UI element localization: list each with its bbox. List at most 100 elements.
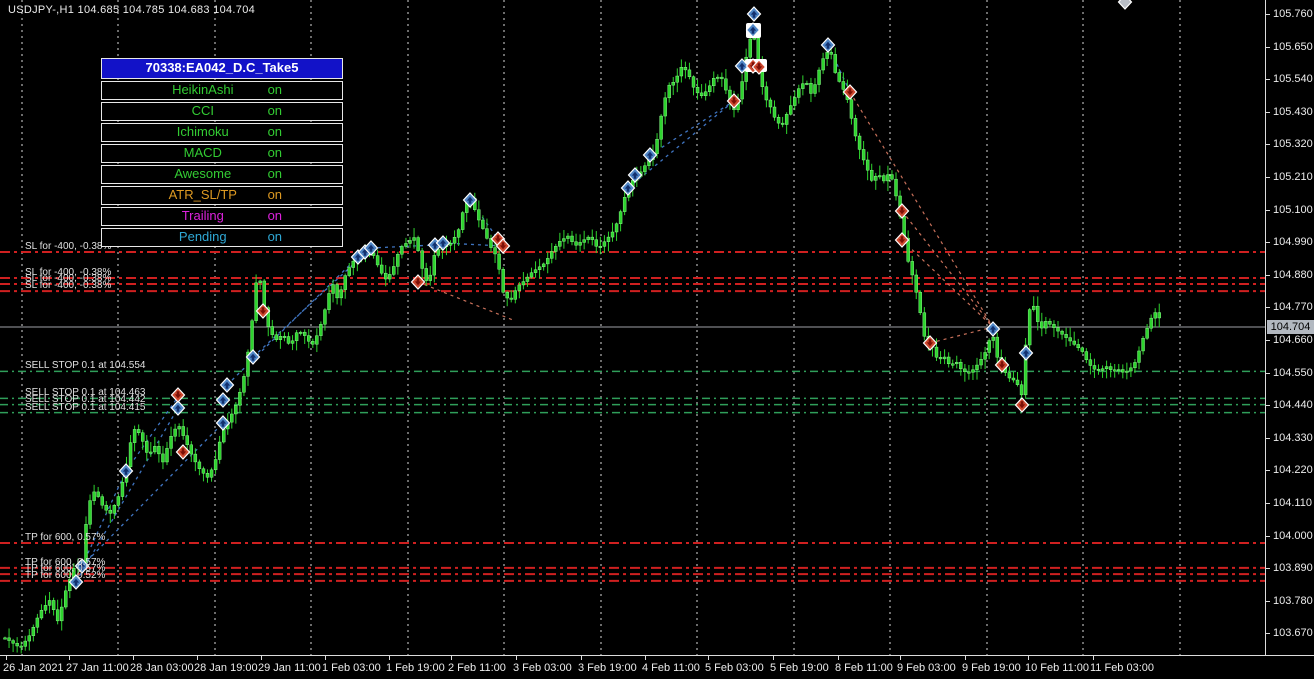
price-axis-tick — [1266, 46, 1270, 48]
time-tick-label: 9 Feb 19:00 — [962, 662, 1021, 674]
ea-indicator-state: on — [267, 145, 283, 160]
time-tick-label: 1 Feb 03:00 — [322, 662, 381, 674]
ea-panel-row-heikinashi: HeikinAshi on — [101, 81, 343, 100]
ea-indicator-state: on — [267, 187, 283, 202]
ea-panel-row-atr-sl-tp: ATR_SL/TP on — [101, 186, 343, 205]
buy-signal-diamond — [820, 37, 836, 53]
price-tick-label: 104.220 — [1273, 464, 1313, 477]
price-tick-label: 105.430 — [1273, 105, 1313, 118]
buy-signal-diamond — [215, 415, 231, 431]
chart-area[interactable]: USDJPY-,H1 104.685 104.785 104.683 104.7… — [0, 0, 1265, 655]
ea-indicator-state: on — [267, 82, 283, 97]
order-line-label: SL for -400, -0.38% — [25, 280, 112, 292]
time-axis[interactable]: 26 Jan 2021 27 Jan 11:00 28 Jan 03:00 28 Ja… — [0, 655, 1314, 679]
time-tick-label: 29 Jan 11:00 — [258, 662, 321, 674]
ea-indicator-state: on — [267, 124, 283, 139]
sell-signal-diamond — [842, 84, 858, 100]
time-tick-label: 27 Jan 11:00 — [66, 662, 129, 674]
ea-panel-row-cci: CCI on — [101, 102, 343, 121]
order-line-label: SL for -400, -0.38% — [25, 267, 112, 279]
price-tick-label: 104.000 — [1273, 529, 1313, 542]
time-axis-tick — [325, 656, 326, 660]
ea-indicator-label: HeikinAshi — [172, 82, 234, 97]
buy-signal-diamond — [1018, 345, 1034, 361]
price-axis-tick — [1266, 307, 1270, 309]
time-tick-label: 4 Feb 11:00 — [642, 662, 700, 674]
current-price-box: 104.704 — [1267, 319, 1314, 334]
price-tick-label: 104.440 — [1273, 399, 1313, 412]
time-tick-label: 28 Jan 03:00 — [130, 662, 194, 674]
time-axis-tick — [581, 656, 582, 660]
candlestick-chart[interactable] — [0, 0, 1265, 655]
order-line-label: TP for 600, 0.57% — [25, 563, 106, 575]
time-axis-tick — [6, 656, 7, 660]
price-axis-tick — [1266, 437, 1270, 439]
price-tick-label: 104.550 — [1273, 366, 1313, 379]
price-axis-tick — [1266, 209, 1270, 211]
price-axis-tick — [1266, 274, 1270, 276]
sell-signal-diamond — [410, 274, 426, 290]
ea-indicator-label: ATR_SL/TP — [168, 187, 237, 202]
ea-panel-row-trailing: Trailing on — [101, 207, 343, 226]
time-tick-label: 28 Jan 19:00 — [194, 662, 258, 674]
time-tick-label: 1 Feb 19:00 — [386, 662, 445, 674]
order-line-label: SELL STOP 0.1 at 104.442 — [25, 393, 146, 405]
time-axis-tick — [133, 656, 134, 660]
buy-signal-diamond — [363, 240, 379, 256]
ea-indicator-state: on — [267, 103, 283, 118]
order-line-label: TP for 600, 0.57% — [25, 556, 106, 568]
buy-signal-diamond — [245, 349, 261, 365]
price-tick-label: 105.650 — [1273, 40, 1313, 53]
ea-indicator-label: Ichimoku — [176, 124, 229, 139]
order-line-label: SELL STOP 0.1 at 104.415 — [25, 401, 146, 413]
buy-signal-diamond — [985, 321, 1001, 337]
price-axis-tick — [1266, 600, 1270, 602]
ea-indicator-label: Trailing — [181, 208, 224, 223]
buy-signal-diamond — [620, 180, 636, 196]
sell-signal-diamond — [170, 387, 186, 403]
ea-panel-row-ichimoku: Ichimoku on — [101, 123, 343, 142]
price-axis[interactable]: 105.760 105.650 105.540 105.430 105.320 105.2… — [1265, 0, 1314, 655]
time-axis-tick — [708, 656, 709, 660]
ea-indicator-label: Pending — [178, 229, 227, 244]
buy-signal-diamond — [627, 167, 643, 183]
ea-indicator-label: MACD — [183, 145, 222, 160]
ea-indicator-state: on — [267, 166, 283, 181]
price-axis-tick — [1266, 405, 1270, 407]
time-axis-tick — [261, 656, 262, 660]
time-axis-tick — [773, 656, 774, 660]
time-axis-tick — [965, 656, 966, 660]
ea-indicator-state: on — [267, 229, 283, 244]
sell-signal-diamond — [175, 444, 191, 460]
price-tick-label: 105.760 — [1273, 8, 1313, 20]
candles-layer — [3, 28, 1161, 654]
time-tick-label: 11 Feb 03:00 — [1090, 662, 1155, 674]
buy-signal-diamond — [745, 22, 761, 38]
order-lines — [0, 250, 1265, 582]
price-tick-label: 105.540 — [1273, 73, 1313, 86]
price-tick-label: 104.770 — [1273, 301, 1313, 314]
ea-panel-row-awesome: Awesome on — [101, 165, 343, 184]
price-axis-tick — [1266, 79, 1270, 81]
time-axis-tick — [451, 656, 452, 660]
price-axis-tick — [1266, 242, 1270, 244]
sell-signal-diamond — [922, 335, 938, 351]
ea-indicator-state: on — [267, 208, 283, 223]
price-tick-label: 104.990 — [1273, 236, 1313, 249]
sell-signal-diamond — [255, 303, 271, 319]
time-axis-tick — [197, 656, 198, 660]
price-axis-tick — [1266, 633, 1270, 635]
time-tick-label: 8 Feb 11:00 — [835, 662, 893, 674]
buy-signal-diamond — [118, 463, 134, 479]
time-tick-label: 9 Feb 03:00 — [897, 662, 956, 674]
order-line-label: TP for 600, 0.57% — [25, 532, 106, 543]
price-tick-label: 103.890 — [1273, 562, 1313, 575]
buy-signal-diamond — [68, 574, 84, 590]
buy-signal-diamond — [746, 6, 762, 22]
sell-signal-diamond — [894, 232, 910, 248]
buy-signal-diamond — [642, 147, 658, 163]
ea-indicator-label: Awesome — [174, 166, 232, 181]
price-tick-label: 105.100 — [1273, 203, 1313, 216]
sell-signal-diamond — [1014, 397, 1030, 413]
